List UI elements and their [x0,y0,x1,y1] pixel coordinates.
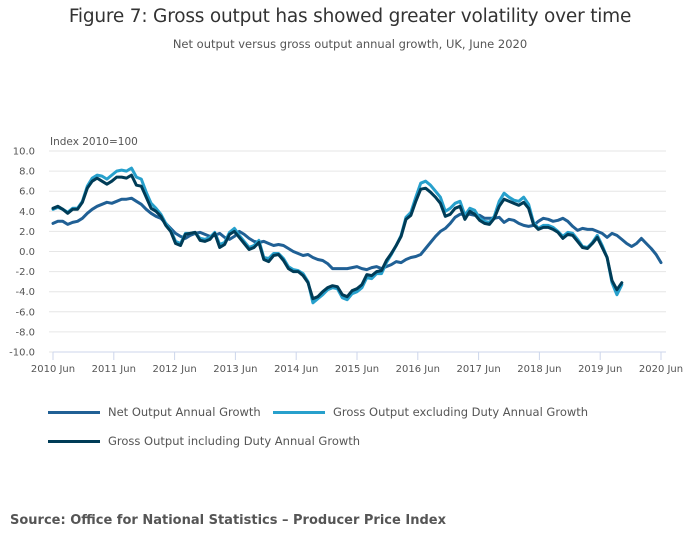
line-chart: 10.0 8.0 6.0 4.0 2.0 0.0 -2.0 -4.0 -6.0 -8.0 -10.0… [9,136,683,375]
legend-swatch-gross-excl-duty [273,410,325,414]
x-tick-label: 2016 Jun [396,364,440,375]
x-axis: 2010 Jun 2011 Jun 2012 Jun 2013 Jun 2014 Jun… [31,351,683,375]
series-lines [51,166,663,305]
x-tick-label: 2019 Jun [578,364,622,375]
x-tick-label: 2011 Jun [92,364,136,375]
gross-incl-duty-line[interactable] [51,173,624,301]
y-tick-label: -4.0 [15,287,35,298]
source-note: Source: Office for National Statistics –… [10,513,446,528]
y-tick-label: 10.0 [13,147,35,158]
y-tick-label: 6.0 [19,187,35,198]
legend-swatch-net-output [48,410,100,414]
legend-item-gross-incl-duty[interactable]: Gross Output including Duty Annual Growt… [48,434,360,448]
legend-label-gross-excl-duty: Gross Output excluding Duty Annual Growt… [333,405,589,419]
y-tick-label: 2.0 [19,227,35,238]
chart-subtitle: Net output versus gross output annual gr… [172,37,528,51]
y-tick-label: 4.0 [19,207,35,218]
y-tick-label: 8.0 [19,167,35,178]
y-tick-label: 0.0 [19,247,35,258]
legend-item-net-output[interactable]: Net Output Annual Growth [48,405,261,419]
x-tick-label: 2010 Jun [31,364,75,375]
x-tick-label: 2020 Jun [639,364,683,375]
y-tick-label: -6.0 [15,307,35,318]
chart-title: Figure 7: Gross output has showed greate… [68,6,632,27]
x-tick-label: 2018 Jun [517,364,561,375]
x-tick-label: 2012 Jun [152,364,196,375]
y-tick-label: -8.0 [15,327,35,338]
legend-item-gross-excl-duty[interactable]: Gross Output excluding Duty Annual Growt… [273,405,588,419]
legend-swatch-gross-incl-duty [48,439,100,443]
x-tick-label: 2015 Jun [335,364,379,375]
x-tick-label: 2017 Jun [456,364,500,375]
x-tick-label: 2014 Jun [274,364,318,375]
y-axis: 10.0 8.0 6.0 4.0 2.0 0.0 -2.0 -4.0 -6.0 -8.0 -10.0 [9,147,35,359]
legend-label-net-output: Net Output Annual Growth [108,405,261,419]
gross-excl-duty-line[interactable] [51,166,624,305]
net-output-line[interactable] [51,196,663,272]
y-tick-label: -2.0 [15,267,35,278]
y-axis-label: Index 2010=100 [50,136,138,148]
x-tick-label: 2013 Jun [213,364,257,375]
legend-label-gross-incl-duty: Gross Output including Duty Annual Growt… [108,434,361,448]
y-tick-label: -10.0 [9,348,35,359]
